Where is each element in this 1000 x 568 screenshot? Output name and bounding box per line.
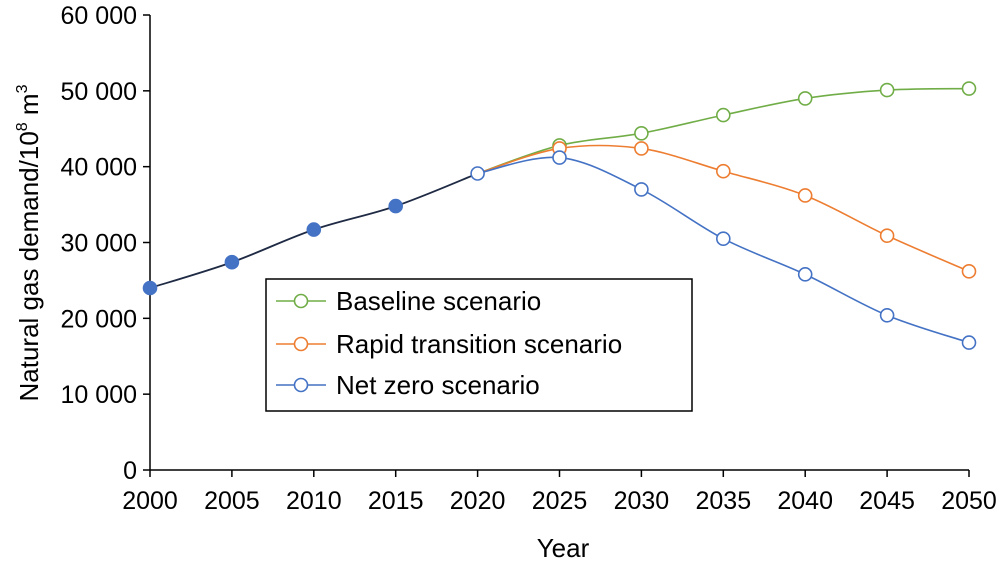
data-point-series-2 bbox=[634, 182, 649, 197]
x-tick-label: 2000 bbox=[122, 487, 178, 515]
data-point-series-1 bbox=[634, 141, 649, 156]
legend-label-baseline: Baseline scenario bbox=[336, 286, 541, 316]
y-axis-ticks: 0 10 000 20 000 30 000 40 000 50 000 60 000 bbox=[61, 2, 150, 485]
data-point-series-2 bbox=[961, 335, 977, 350]
data-point-series-1 bbox=[961, 264, 977, 279]
y-tick-label: 40 000 bbox=[61, 154, 137, 182]
data-point-series-2 bbox=[552, 150, 567, 165]
y-tick-label: 10 000 bbox=[61, 381, 137, 409]
x-tick-label: 2040 bbox=[777, 487, 833, 515]
legend: Baseline scenario Rapid transition scena… bbox=[265, 278, 693, 412]
y-tick-label: 60 000 bbox=[61, 2, 137, 30]
x-tick-label: 2050 bbox=[941, 487, 997, 515]
legend-swatch-marker bbox=[293, 336, 309, 352]
legend-item-net-zero: Net zero scenario bbox=[276, 370, 540, 400]
data-point-series-2 bbox=[715, 231, 731, 247]
data-point-series-1 bbox=[715, 163, 731, 179]
y-tick-label: 0 bbox=[123, 457, 137, 485]
data-point-series-0 bbox=[879, 82, 895, 98]
x-tick-label: 2045 bbox=[859, 487, 915, 515]
data-point-historical bbox=[224, 254, 240, 270]
y-axis-title-unit: m bbox=[14, 93, 44, 122]
data-point-series-2 bbox=[797, 267, 813, 282]
data-point-series-0 bbox=[634, 126, 649, 141]
data-point-series-1 bbox=[797, 188, 813, 203]
data-point-series-1 bbox=[879, 228, 895, 243]
series-line-0 bbox=[477, 87, 970, 175]
y-tick-label: 30 000 bbox=[61, 230, 137, 258]
data-point-historical bbox=[142, 280, 158, 296]
data-point-series-0 bbox=[961, 81, 977, 96]
legend-label-net-zero: Net zero scenario bbox=[336, 370, 540, 400]
data-point-historical bbox=[306, 222, 322, 237]
x-axis-ticks: 2000 2005 2010 2015 2020 2025 2030 2035 2040 2045… bbox=[122, 470, 997, 515]
data-point-historical bbox=[388, 198, 404, 214]
y-axis-title-exponent: 8 bbox=[14, 122, 31, 131]
data-point-series-0 bbox=[715, 107, 731, 123]
legend-label-rapid-transition: Rapid transition scenario bbox=[336, 329, 622, 359]
data-point-series-2 bbox=[879, 307, 895, 323]
x-tick-label: 2035 bbox=[695, 487, 751, 515]
legend-swatch-marker bbox=[293, 293, 309, 309]
data-point-series-0 bbox=[797, 91, 813, 106]
x-tick-label: 2005 bbox=[204, 487, 260, 515]
y-tick-label: 50 000 bbox=[61, 78, 137, 106]
data-point-historical bbox=[470, 166, 485, 181]
x-tick-label: 2015 bbox=[368, 487, 424, 515]
points-layer bbox=[142, 81, 977, 350]
y-axis-title-unit-exponent: 3 bbox=[14, 84, 31, 93]
y-axis-title-main: Natural gas demand/10 bbox=[14, 131, 44, 401]
legend-swatch-marker bbox=[293, 377, 309, 393]
x-tick-label: 2030 bbox=[614, 487, 670, 515]
y-tick-label: 20 000 bbox=[61, 305, 137, 333]
x-tick-label: 2010 bbox=[286, 487, 342, 515]
x-tick-label: 2025 bbox=[532, 487, 588, 515]
legend-box bbox=[265, 278, 693, 412]
x-axis-title: Year bbox=[537, 533, 590, 563]
y-axis-title: Natural gas demand/108 m3 bbox=[14, 84, 44, 401]
legend-item-rapid-transition: Rapid transition scenario bbox=[276, 329, 622, 359]
x-tick-label: 2020 bbox=[450, 487, 506, 515]
legend-item-baseline: Baseline scenario bbox=[276, 286, 541, 316]
